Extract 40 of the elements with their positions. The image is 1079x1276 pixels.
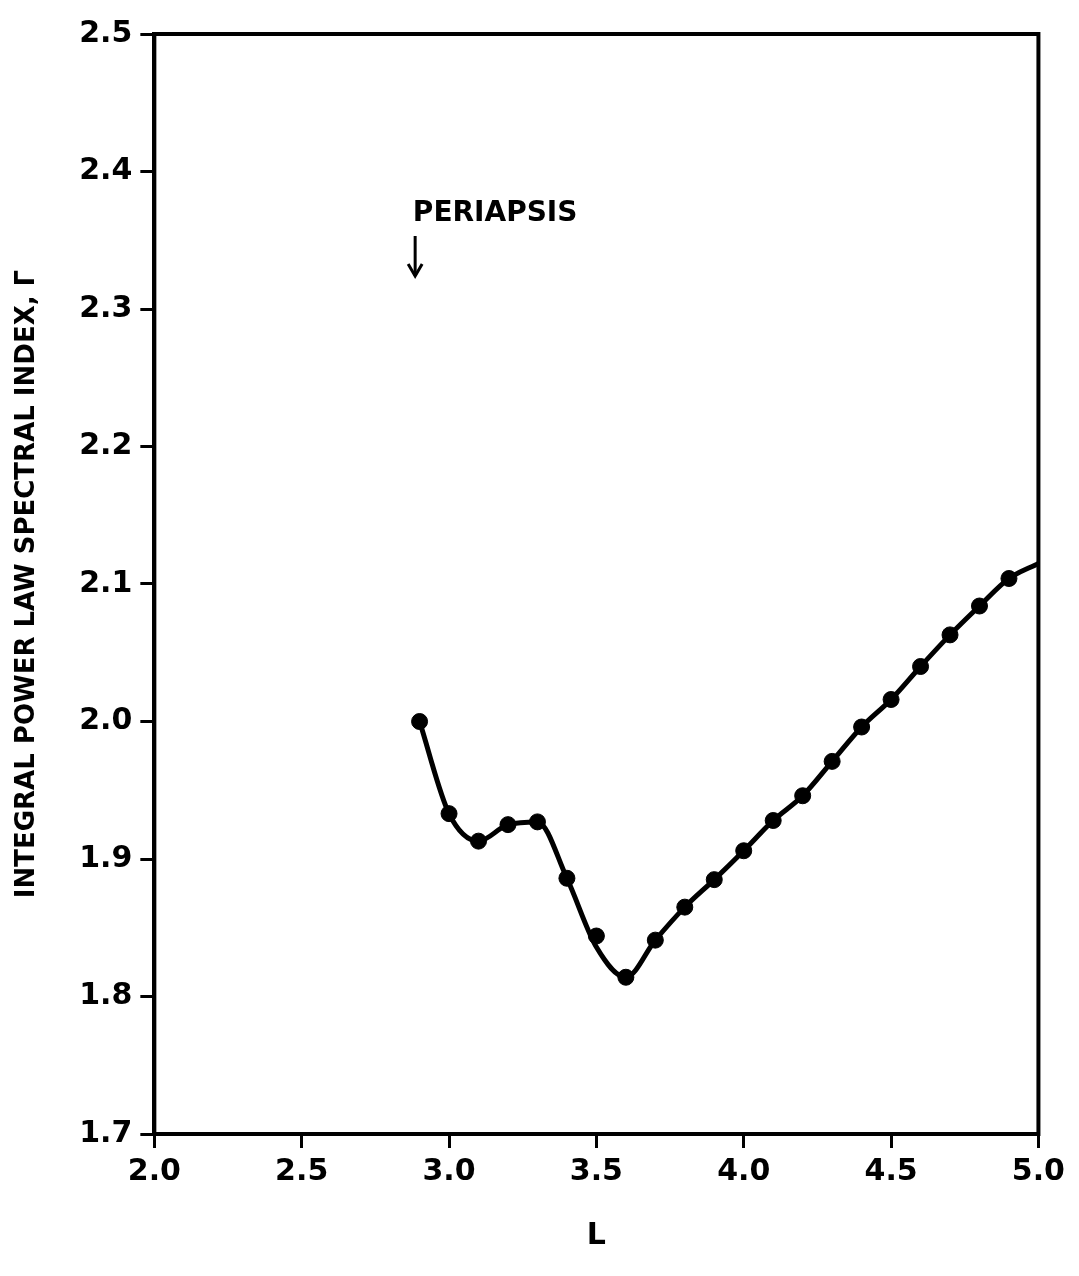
- point: [735, 842, 753, 860]
- annotation: PERIAPSIS: [412, 195, 578, 228]
- point: [941, 626, 959, 644]
- x-tick-label: 3.0: [422, 1151, 476, 1187]
- point: [823, 752, 841, 770]
- y-tick-label: 1.9: [79, 838, 133, 874]
- point: [411, 713, 429, 730]
- point: [587, 927, 605, 945]
- point: [676, 898, 694, 916]
- point: [1000, 570, 1018, 587]
- y-tick-label: 1.8: [79, 976, 133, 1012]
- x-tick-label: 5.0: [1011, 1151, 1066, 1187]
- y-tick-label: 2.4: [79, 151, 133, 187]
- y-tick-label: 2.1: [79, 563, 133, 599]
- y-tick-label: 2.3: [79, 288, 133, 324]
- y-tick-label: 2.2: [79, 426, 133, 462]
- point: [617, 968, 635, 986]
- point: [882, 691, 900, 708]
- y-tick-label: 1.7: [79, 1113, 133, 1149]
- point: [499, 816, 517, 834]
- x-tick-label: 2.5: [275, 1151, 329, 1187]
- point: [470, 832, 488, 850]
- x-tick-label: 2.0: [127, 1151, 181, 1187]
- point: [558, 869, 576, 887]
- point: [440, 805, 458, 823]
- point: [970, 597, 988, 615]
- point: [794, 787, 812, 805]
- point: [646, 931, 664, 949]
- y-axis-title: INTEGRAL POWER LAW SPECTRAL INDEX, Γ: [10, 269, 41, 899]
- x-tick-label: 4.0: [717, 1151, 771, 1187]
- point: [912, 658, 930, 675]
- point: [705, 871, 723, 889]
- point: [764, 812, 782, 829]
- x-axis-title: L: [586, 1215, 606, 1251]
- point: [528, 813, 546, 831]
- point: [853, 718, 871, 736]
- x-tick-label: 3.5: [569, 1151, 623, 1187]
- x-tick-label: 4.5: [864, 1151, 918, 1187]
- y-tick-label: 2.5: [79, 13, 133, 49]
- y-tick-label: 2.0: [79, 701, 133, 737]
